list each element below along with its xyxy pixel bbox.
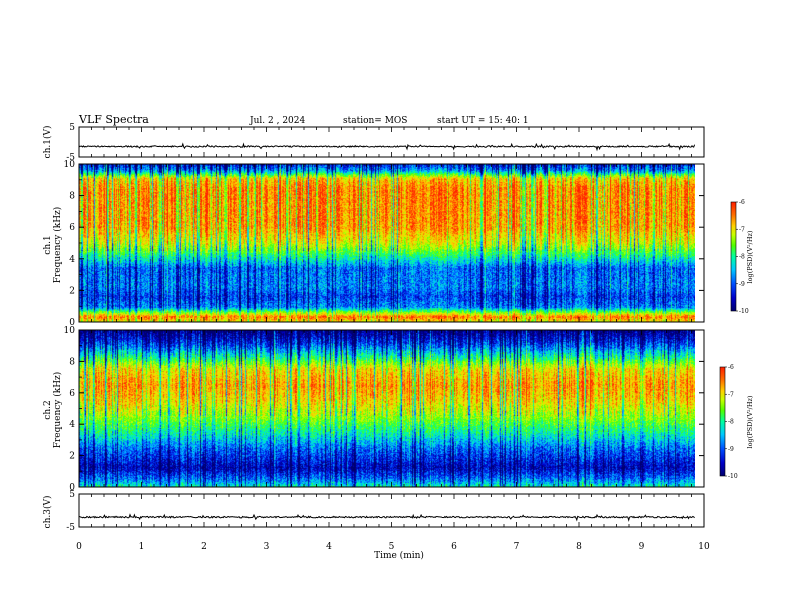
ch2-spectrogram-ytick-label: 10 [64, 326, 76, 336]
ch1-colorbar-tick-label: -7 [739, 226, 745, 233]
ch1-frequency-ylabel: Frequency (kHz) [52, 207, 63, 284]
ch1-colorbar-scale [730, 201, 737, 312]
ch1-colorbar-tick-label: -8 [739, 254, 745, 261]
x-tick-label: 3 [264, 542, 270, 552]
ch1-colorbar-label: log(PSD)(V²/Hz) [746, 230, 754, 283]
ch1-spectrogram-ytick-label: 8 [69, 192, 75, 202]
ch1-voltage-ylabel: ch.1(V) [42, 126, 53, 159]
x-tick-label: 1 [139, 542, 145, 552]
ch2-spectrogram-ytick-label: 2 [69, 452, 75, 462]
ch2-spectrogram-image [79, 330, 695, 487]
ch1-spectrogram-panel [79, 164, 695, 322]
x-tick-label: 5 [389, 542, 395, 552]
ch3-voltage-ylabel: ch.3(V) [42, 496, 53, 529]
x-tick-label: 0 [76, 542, 82, 552]
ch2-colorbar-tick-label: -8 [728, 419, 734, 426]
ch1-colorbar-tick-label: -6 [739, 199, 745, 206]
ch1-voltage-trace [78, 142, 696, 152]
ch2-frequency-ylabel: Frequency (kHz) [52, 372, 63, 449]
ch1-voltage-ytick-label: 5 [69, 123, 75, 133]
ch2-colorbar-tick-label: -10 [728, 473, 738, 480]
x-tick-label: 2 [201, 542, 207, 552]
ch1-channel-label: ch.1 [43, 235, 53, 254]
ch2-colorbar-tick-label: -6 [728, 364, 734, 371]
ch2-colorbar-scale [719, 366, 726, 477]
ch2-spectrogram-ytick-label: 6 [69, 389, 75, 399]
x-tick-label: 9 [639, 542, 645, 552]
x-axis-ticks: 0 1 2 3 4 5 6 7 8 9 10 [76, 542, 710, 552]
ch2-spectrogram-ytick-label: 4 [69, 420, 75, 430]
ch1-spectrogram-ytick-label: 10 [64, 160, 76, 170]
x-tick-label: 8 [576, 542, 582, 552]
ch2-colorbar-label: log(PSD)(V²/Hz) [746, 395, 754, 448]
ch3-voltage-trace [78, 513, 695, 522]
ch1-colorbar-tick-label: -10 [739, 308, 749, 315]
x-tick-label: 10 [698, 542, 710, 552]
colorbar-ticks: -6 -7 -8 -9 -10 -6 -7 -8 -9 -10 [725, 199, 749, 480]
ch2-spectrogram-panel [79, 330, 695, 487]
ch1-spectrogram-ytick-label: 4 [69, 255, 75, 265]
ch2-spectrogram-ytick-label: 0 [69, 483, 75, 493]
ch2-colorbar-tick-label: -9 [728, 446, 734, 453]
x-tick-label: 6 [451, 542, 457, 552]
x-tick-label: 4 [326, 542, 332, 552]
ch1-voltage-panel [78, 142, 696, 152]
date-label: Jul. 2 , 2024 [249, 116, 305, 126]
ch1-colorbar-tick-label: -9 [739, 281, 745, 288]
ch2-spectrogram-ytick-label: 8 [69, 357, 75, 367]
x-axis-label: Time (min) [374, 550, 424, 561]
x-tick-label: 7 [514, 542, 520, 552]
ch1-spectrogram-ytick-label: 2 [69, 286, 75, 296]
ch3-voltage-panel [78, 513, 695, 522]
ch1-voltage-ytick-label: -5 [66, 153, 75, 163]
station-label: station= MOS [343, 116, 407, 126]
ch2-colorbar-tick-label: -7 [728, 391, 734, 398]
ch1-spectrogram-ytick-label: 0 [69, 318, 75, 328]
ch3-voltage-ytick-label: -5 [66, 523, 75, 533]
figure-title: VLF Spectra [78, 113, 149, 126]
ch1-spectrogram-ytick-label: 6 [69, 223, 75, 233]
start-time-label: start UT = 15: 40: 1 [437, 116, 529, 126]
ch1-spectrogram-image [79, 164, 695, 322]
ch2-channel-label: ch.2 [43, 400, 53, 419]
ch3-voltage-ytick-label: 5 [69, 490, 75, 500]
